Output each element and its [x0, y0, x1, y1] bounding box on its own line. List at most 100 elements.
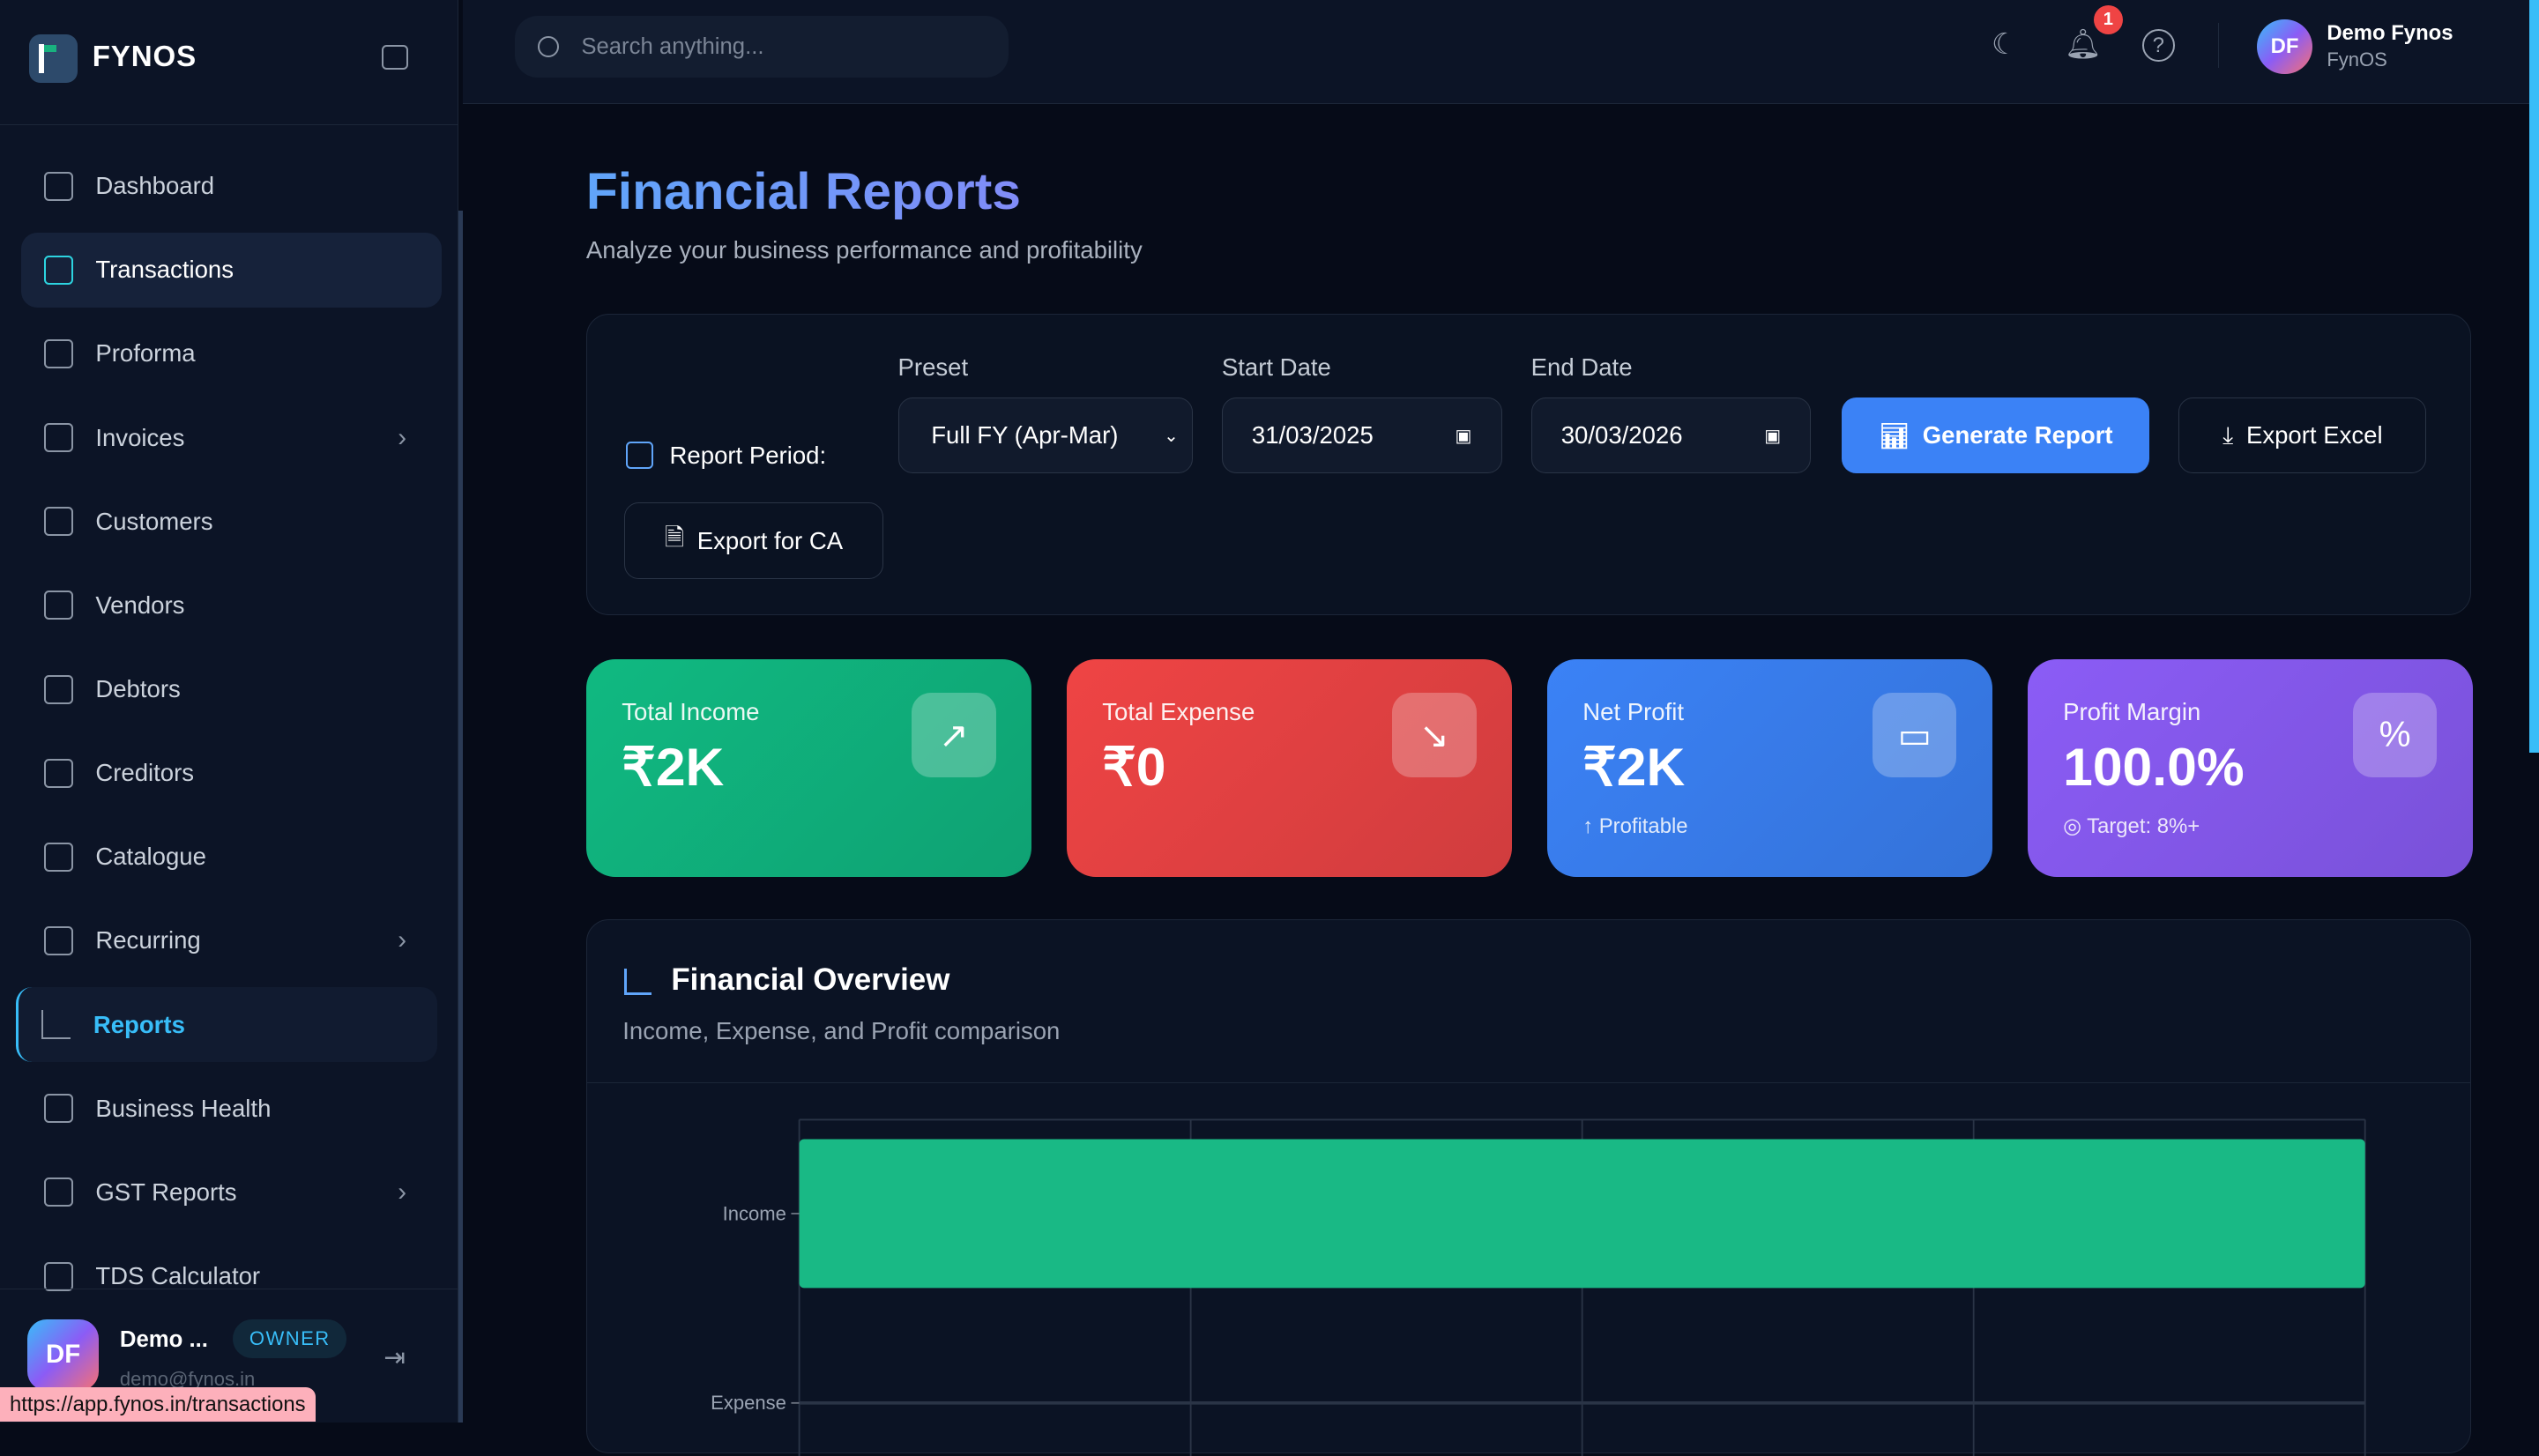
business-health-icon — [43, 1094, 73, 1124]
bar-income — [799, 1139, 2365, 1289]
sidebar-item-label: TDS Calculator — [95, 1262, 261, 1290]
collapse-sidebar-icon[interactable] — [382, 45, 408, 70]
debtors-icon — [43, 674, 73, 704]
sidebar-item-transactions[interactable]: Transactions — [20, 233, 443, 308]
category-label: Income — [723, 1202, 786, 1224]
page-subtitle: Analyze your business performance and pr… — [585, 236, 1143, 264]
category-label: Expense — [711, 1392, 786, 1414]
trending-down-icon: ↘ — [1392, 693, 1477, 777]
stat-label: Total Income — [622, 697, 760, 725]
export-ca-label: Export for CA — [696, 526, 844, 554]
calendar-icon[interactable]: ▣ — [1455, 426, 1472, 446]
sidebar-item-business-health[interactable]: Business Health — [21, 1072, 443, 1146]
chevron-right-icon: › — [398, 1177, 406, 1207]
sidebar-scrollbar[interactable] — [458, 210, 464, 1423]
sidebar-item-recurring[interactable]: Recurring › — [21, 903, 443, 977]
user-email: demo@fynos.in — [119, 1368, 256, 1390]
stat-sub: ↑ Profitable — [1582, 813, 1688, 838]
calendar-icon — [625, 441, 654, 470]
bell-icon[interactable]: 🔔︎ — [2064, 28, 2102, 62]
stat-value: ₹2K — [1582, 736, 1686, 797]
bar-chart-icon: 📊︎ — [1879, 421, 1910, 449]
catalogue-icon — [43, 842, 73, 872]
fynos-logo — [29, 33, 78, 83]
overview-title: Financial Overview — [671, 962, 950, 997]
page-scrollbar[interactable] — [2528, 0, 2539, 754]
page-title: Financial Reports — [585, 162, 1021, 220]
search-input[interactable] — [581, 33, 875, 60]
sidebar-item-label: Reports — [93, 1010, 185, 1038]
notification-badge: 1 — [2093, 4, 2123, 34]
sidebar-item-label: Customers — [95, 507, 213, 535]
sidebar-item-catalogue[interactable]: Catalogue — [21, 820, 443, 894]
export-ca-button[interactable]: 🗎︎ Export for CA — [624, 502, 883, 579]
user-name[interactable]: Demo Fynos — [2327, 20, 2453, 45]
status-bar-url: https://app.fynos.in/transactions — [0, 1387, 316, 1423]
avatar[interactable]: DF — [2257, 19, 2312, 75]
sidebar-item-reports[interactable]: Reports — [16, 987, 437, 1062]
help-icon[interactable]: ? — [2141, 29, 2175, 62]
preset-value: Full FY (Apr-Mar) — [931, 421, 1119, 449]
sidebar-item-vendors[interactable]: Vendors — [21, 568, 443, 643]
sidebar-item-label: Proforma — [95, 339, 196, 368]
sidebar-item-dashboard[interactable]: Dashboard — [21, 149, 443, 223]
sidebar-item-label: Creditors — [95, 759, 195, 787]
sidebar-item-invoices[interactable]: Invoices › — [21, 400, 443, 474]
chevron-right-icon: › — [398, 925, 406, 955]
search-icon — [537, 36, 559, 58]
vendors-icon — [43, 591, 73, 620]
creditors-icon — [43, 758, 73, 788]
role-badge: OWNER — [233, 1319, 346, 1359]
search-box[interactable] — [515, 16, 1009, 78]
report-period-label: Report Period: — [669, 441, 827, 469]
stat-value: ₹2K — [622, 736, 725, 797]
trending-up-icon: ↗ — [912, 693, 996, 777]
sidebar-item-label: Debtors — [95, 675, 181, 703]
export-excel-label: Export Excel — [2245, 421, 2383, 449]
end-date-input[interactable]: 30/03/2026 ▣ — [1530, 397, 1812, 474]
sidebar-item-debtors[interactable]: Debtors — [21, 652, 443, 726]
end-date-label: End Date — [1530, 353, 1633, 382]
start-date-input[interactable]: 31/03/2025 ▣ — [1221, 397, 1502, 474]
proforma-icon — [43, 338, 73, 369]
divider — [2218, 22, 2219, 69]
sidebar-item-label: Recurring — [95, 926, 201, 955]
start-date-value: 31/03/2025 — [1251, 421, 1374, 449]
sidebar-item-label: Transactions — [95, 256, 235, 284]
sidebar-item-customers[interactable]: Customers — [21, 485, 443, 559]
recurring-icon — [43, 925, 73, 955]
end-date-value: 30/03/2026 — [1560, 421, 1683, 449]
gst-reports-icon — [43, 1177, 73, 1207]
brand-name: FYNOS — [92, 40, 197, 73]
wallet-icon: ▭ — [1872, 693, 1957, 777]
sidebar-item-creditors[interactable]: Creditors — [21, 736, 443, 810]
logout-icon[interactable]: ⇥ — [383, 1342, 406, 1372]
dashboard-icon — [43, 171, 73, 201]
preset-select[interactable]: Full FY (Apr-Mar) ⌄ — [897, 397, 1193, 474]
sidebar-item-label: Vendors — [95, 591, 185, 619]
divider — [0, 124, 458, 125]
financial-overview-card: Financial Overview Income, Expense, and … — [585, 919, 2471, 1456]
chevron-right-icon: › — [398, 422, 406, 452]
export-excel-button[interactable]: ⤓ Export Excel — [2178, 397, 2427, 474]
overview-subtitle: Income, Expense, and Profit comparison — [622, 1017, 1061, 1045]
stat-label: Total Expense — [1102, 697, 1255, 725]
org-name: FynOS — [2327, 48, 2387, 71]
tds-calculator-icon — [43, 1261, 73, 1291]
stat-card-profit-margin: Profit Margin 100.0% ◎ Target: 8%+% — [2027, 658, 2473, 878]
sidebar-item-gst-reports[interactable]: GST Reports › — [21, 1155, 443, 1229]
sidebar-item-proforma[interactable]: Proforma — [21, 316, 443, 390]
generate-report-button[interactable]: 📊︎ Generate Report — [1842, 397, 2150, 474]
moon-icon[interactable]: ☾ — [1991, 28, 2018, 62]
sidebar-item-label: GST Reports — [95, 1177, 237, 1206]
stat-label: Net Profit — [1582, 697, 1685, 725]
customers-icon — [43, 507, 73, 537]
sidebar-item-tds-calculator[interactable]: TDS Calculator — [21, 1239, 443, 1313]
download-icon: ⤓ — [2223, 420, 2234, 449]
stat-label: Profit Margin — [2063, 697, 2201, 725]
report-filter-panel: Report Period: Preset Full FY (Apr-Mar) ⌄… — [585, 314, 2471, 615]
avatar[interactable]: DF — [27, 1319, 100, 1391]
chevron-down-icon: ⌄ — [1164, 426, 1180, 446]
stat-card-net-profit: Net Profit ₹2K ↑ Profitable ▭ — [1546, 658, 1992, 878]
calendar-icon[interactable]: ▣ — [1764, 426, 1782, 446]
